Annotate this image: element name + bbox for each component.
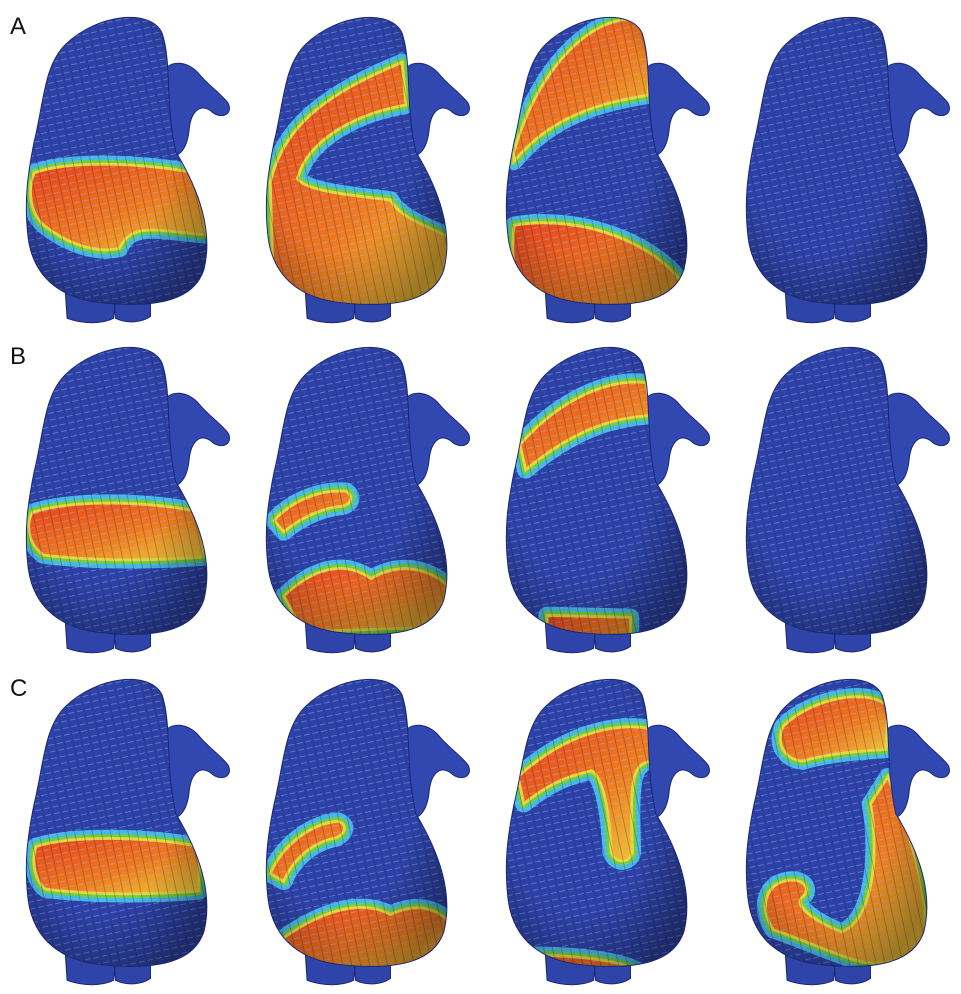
row-label: A [10, 13, 26, 40]
surface-shading [26, 679, 207, 966]
surface-shading [266, 347, 447, 634]
heart-model [266, 679, 469, 984]
heart-model [506, 679, 709, 988]
surface-shading [506, 347, 687, 634]
row-label: B [10, 343, 26, 370]
heart-model [26, 17, 229, 322]
surface-shading [266, 17, 447, 304]
page: ABC (() => { const data = JSON.parse(doc… [0, 0, 961, 994]
heart-model [506, 17, 709, 326]
heart-model [26, 679, 229, 984]
heart-model [26, 347, 229, 652]
surface-shading [746, 347, 927, 634]
surface-shading [26, 347, 207, 634]
surface-shading [26, 17, 207, 304]
heart-model [746, 347, 949, 652]
figure: A B C [0, 0, 961, 994]
surface-shading [266, 679, 447, 966]
surface-shading [746, 17, 927, 304]
surface-shading [746, 679, 927, 966]
heart-model [746, 679, 949, 984]
surface-shading [506, 17, 687, 304]
surface-shading [506, 679, 687, 966]
heart-model [506, 347, 709, 656]
heart-model [266, 17, 469, 322]
heart-model [266, 347, 469, 652]
row-label: C [10, 675, 27, 702]
heart-model [746, 17, 949, 322]
